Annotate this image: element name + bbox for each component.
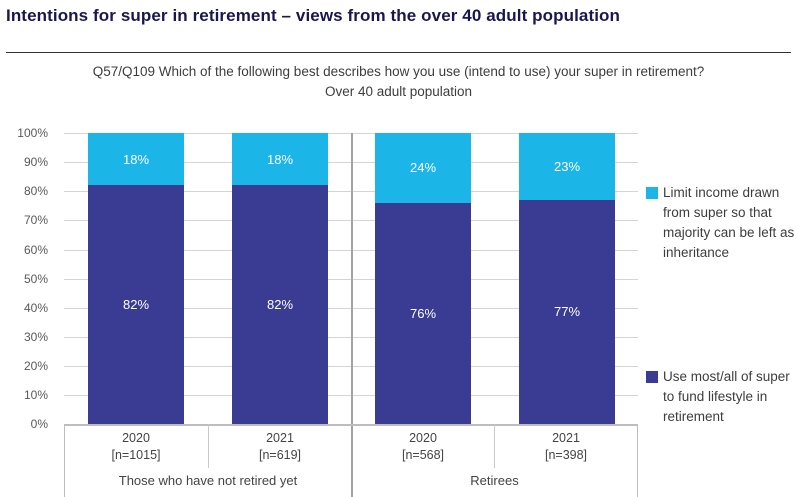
y-tick-label: 50% (23, 272, 48, 286)
category-box-left-border (64, 424, 65, 497)
year-label: 2021 (266, 431, 294, 445)
y-tick-label: 60% (23, 243, 48, 257)
segment-value-label: 23% (553, 158, 581, 174)
legend-item-use-most: Use most/all of super to fund lifestyle … (646, 367, 796, 427)
stacked-bar-not-retired-2021: 18% 82% (232, 133, 328, 424)
sample-size-label: [n=568] (401, 448, 445, 462)
chart-title: Q57/Q109 Which of the following best des… (0, 62, 797, 102)
x-axis-line (64, 424, 638, 426)
segment-value-label: 77% (553, 304, 581, 320)
year-label: 2020 (122, 431, 150, 445)
chart-title-line-2: Over 40 adult population (324, 84, 473, 99)
sample-size-label: [n=619] (258, 448, 302, 462)
year-cell-divider (494, 424, 495, 468)
y-tick-label: 80% (23, 184, 48, 198)
segment-value-label: 82% (122, 297, 150, 313)
segment-limit-income: 18% (88, 133, 184, 186)
legend-label: Limit income drawn from super so that ma… (663, 185, 795, 260)
legend-item-limit-income: Limit income drawn from super so that ma… (646, 183, 796, 263)
segment-value-label: 18% (122, 151, 150, 167)
sample-size-label: [n=398] (544, 448, 588, 462)
year-label: 2020 (409, 431, 437, 445)
y-tick-label: 40% (23, 301, 48, 315)
segment-use-most: 76% (375, 202, 471, 424)
category-group-label-retirees: Retirees (470, 473, 519, 488)
segment-value-label: 24% (409, 160, 437, 176)
year-label: 2021 (552, 431, 580, 445)
x-category-label: 2021 [n=619] (208, 430, 352, 464)
y-tick-label: 100% (17, 126, 48, 140)
y-tick-label: 70% (23, 213, 48, 227)
x-category-label: 2020 [n=568] (352, 430, 494, 464)
segment-limit-income: 18% (232, 133, 328, 186)
page-title: Intentions for super in retirement – vie… (6, 6, 621, 25)
stacked-bar-not-retired-2020: 18% 82% (88, 133, 184, 424)
legend-swatch-light-blue-icon (646, 187, 658, 199)
legend-label: Use most/all of super to fund lifestyle … (663, 369, 790, 424)
title-divider (6, 52, 791, 53)
legend-swatch-dark-blue-icon (646, 371, 658, 383)
category-group-separator (351, 133, 353, 497)
chart-title-line-1: Q57/Q109 Which of the following best des… (92, 64, 705, 79)
category-group-label-not-retired: Those who have not retired yet (118, 473, 298, 488)
y-tick-label: 0% (30, 417, 48, 431)
x-category-label: 2020 [n=1015] (64, 430, 208, 464)
category-box-right-border (637, 424, 638, 497)
sample-size-label: [n=1015] (111, 448, 161, 462)
stacked-bar-retirees-2020: 24% 76% (375, 133, 471, 424)
segment-value-label: 76% (409, 305, 437, 321)
y-tick-label: 10% (23, 388, 48, 402)
segment-value-label: 82% (266, 297, 294, 313)
y-tick-label: 30% (23, 330, 48, 344)
segment-use-most: 82% (88, 185, 184, 424)
stacked-bar-retirees-2021: 23% 77% (519, 133, 615, 424)
year-cell-divider (208, 424, 209, 468)
y-tick-label: 90% (23, 155, 48, 169)
segment-use-most: 82% (232, 185, 328, 424)
x-category-label: 2021 [n=398] (494, 430, 638, 464)
segment-value-label: 18% (266, 151, 294, 167)
segment-limit-income: 24% (375, 133, 471, 203)
segment-use-most: 77% (519, 199, 615, 424)
y-tick-label: 20% (23, 359, 48, 373)
segment-limit-income: 23% (519, 133, 615, 200)
